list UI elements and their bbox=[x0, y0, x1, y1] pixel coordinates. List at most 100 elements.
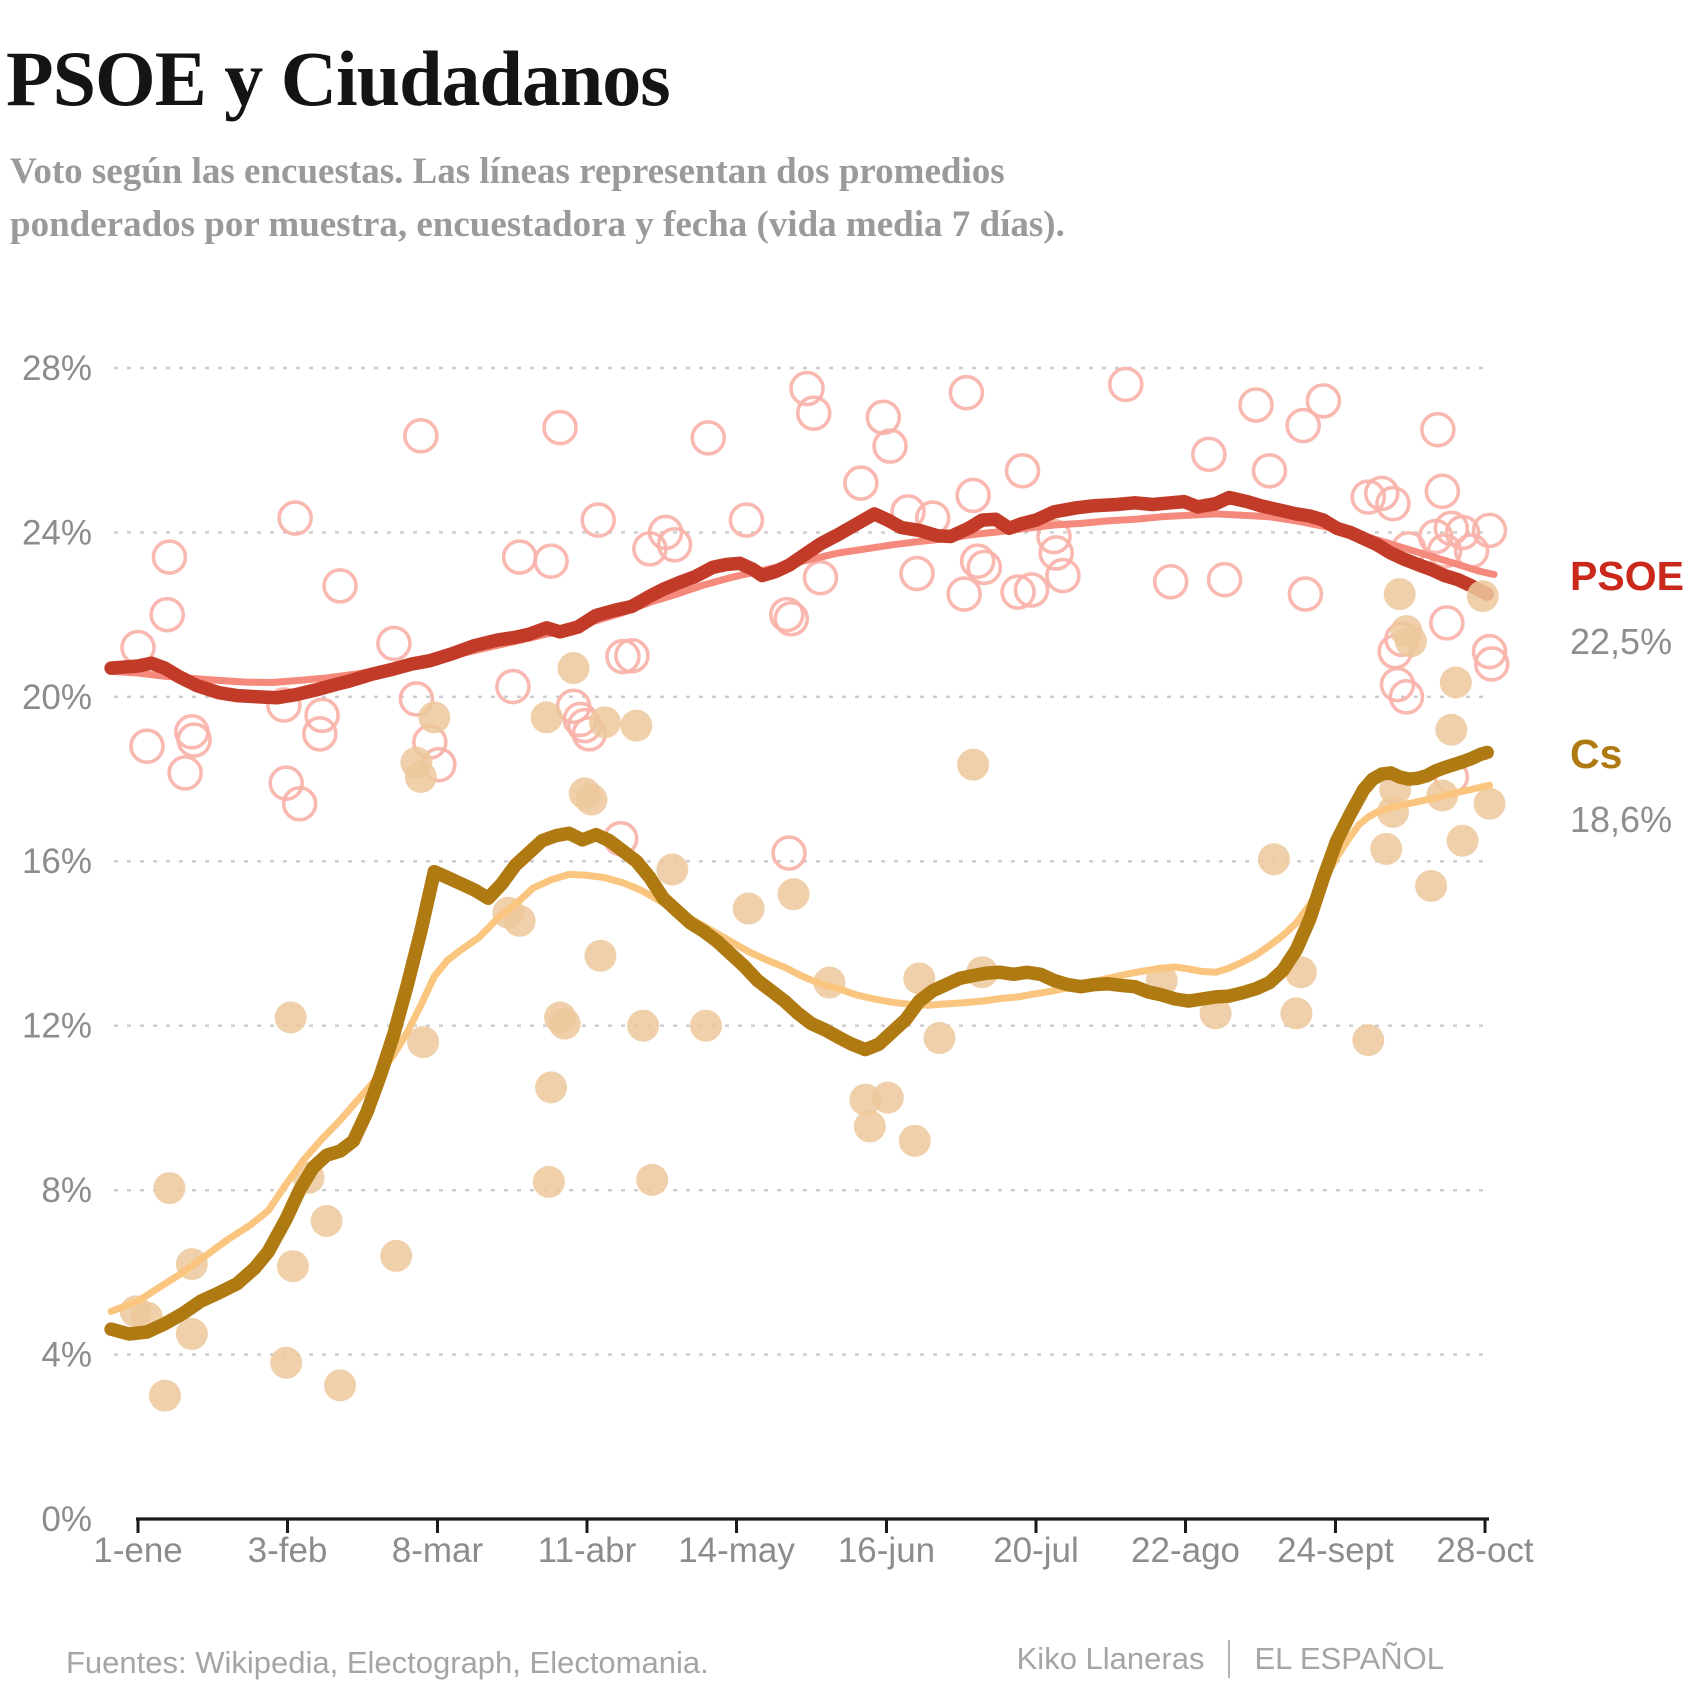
cs-poll-point bbox=[324, 1369, 357, 1402]
psoe-series-label: PSOE bbox=[1570, 553, 1684, 599]
cs-series-label: Cs bbox=[1570, 731, 1623, 777]
cs-poll-point bbox=[1435, 713, 1468, 746]
cs-poll-points bbox=[119, 578, 1506, 1412]
cs-poll-point bbox=[380, 1239, 413, 1272]
y-tick-label: 4% bbox=[41, 1335, 92, 1374]
cs-poll-point bbox=[1352, 1024, 1385, 1057]
psoe-poll-point bbox=[176, 722, 212, 758]
psoe-poll-point bbox=[322, 568, 358, 604]
y-tick-label: 16% bbox=[22, 842, 92, 881]
cs-poll-point bbox=[871, 1081, 904, 1114]
psoe-poll-point bbox=[129, 728, 165, 764]
x-tick-label: 14-may bbox=[678, 1531, 795, 1570]
psoe-poll-point bbox=[149, 596, 185, 633]
subtitle-line-1: Voto según las encuestas. Las líneas rep… bbox=[10, 151, 1005, 192]
psoe-poll-point bbox=[495, 668, 531, 705]
sources-note: Fuentes: Wikipedia, Electograph, Electom… bbox=[66, 1645, 709, 1680]
psoe-poll-point bbox=[1038, 535, 1075, 571]
psoe-poll-point bbox=[167, 755, 203, 791]
psoe-poll-point bbox=[1004, 452, 1041, 489]
psoe-poll-point bbox=[398, 681, 435, 717]
cs-poll-point bbox=[1199, 997, 1232, 1030]
psoe-poll-point bbox=[1036, 518, 1072, 555]
cs-poll-point bbox=[175, 1318, 208, 1351]
cs-poll-point bbox=[903, 962, 936, 995]
cs-poll-point bbox=[1466, 580, 1499, 613]
cs-poll-point bbox=[898, 1124, 931, 1157]
psoe-poll-point bbox=[542, 409, 578, 446]
psoe-poll-point bbox=[899, 555, 935, 592]
psoe-poll-point bbox=[1388, 679, 1425, 715]
psoe-poll-point bbox=[1471, 512, 1508, 549]
psoe-poll-point bbox=[304, 697, 340, 734]
x-tick-label: 22-ago bbox=[1131, 1531, 1240, 1570]
y-tick-label: 8% bbox=[41, 1171, 92, 1210]
cs-average-line bbox=[104, 745, 1494, 1341]
cs-poll-point bbox=[853, 1110, 886, 1143]
y-tick-label: 24% bbox=[22, 513, 92, 552]
credits: Kiko Llaneras EL ESPAÑOL bbox=[1017, 1640, 1444, 1678]
cs-poll-point bbox=[1383, 578, 1416, 611]
cs-poll-point bbox=[535, 1071, 568, 1104]
psoe-trend-line bbox=[107, 510, 1498, 686]
psoe-poll-point bbox=[1251, 452, 1288, 489]
cs-poll-point bbox=[407, 1026, 440, 1059]
cs-poll-point bbox=[557, 652, 590, 685]
x-tick-label: 28-oct bbox=[1436, 1531, 1534, 1570]
cs-poll-point bbox=[575, 783, 608, 816]
cs-poll-point bbox=[732, 892, 765, 925]
cs-poll-point bbox=[404, 761, 437, 794]
psoe-poll-point bbox=[795, 395, 832, 432]
psoe-poll-point bbox=[728, 502, 765, 538]
psoe-poll-point bbox=[773, 600, 810, 637]
cs-poll-point bbox=[1370, 832, 1403, 865]
psoe-poll-point bbox=[1045, 557, 1081, 594]
psoe-poll-point bbox=[266, 687, 302, 723]
author-credit: Kiko Llaneras bbox=[1016, 1641, 1205, 1676]
x-tick-label: 20-jul bbox=[993, 1531, 1079, 1570]
brand-credit: EL ESPAÑOL bbox=[1254, 1641, 1444, 1676]
cs-poll-point bbox=[656, 853, 689, 886]
psoe-poll-point bbox=[1350, 479, 1387, 515]
cs-series-value: 18,6% bbox=[1570, 799, 1673, 840]
cs-poll-point bbox=[1394, 625, 1427, 658]
cs-poll-point bbox=[153, 1172, 186, 1205]
cs-poll-point bbox=[584, 939, 617, 972]
cs-poll-point bbox=[276, 1250, 309, 1283]
psoe-poll-point bbox=[1238, 387, 1274, 423]
cs-poll-point bbox=[532, 1165, 565, 1198]
x-tick-label: 8-mar bbox=[392, 1531, 484, 1570]
y-tick-label: 20% bbox=[22, 678, 92, 717]
x-axis: 1-ene 3-feb 8-mar 11-abr 14-may 16-jun 20-jul 2… bbox=[93, 1517, 1534, 1570]
psoe-poll-point bbox=[268, 765, 304, 801]
psoe-poll-point bbox=[1426, 533, 1463, 569]
cs-poll-point bbox=[923, 1022, 956, 1055]
page-title: PSOE y Ciudadanos bbox=[6, 35, 671, 122]
psoe-poll-point bbox=[1108, 366, 1144, 403]
psoe-poll-point bbox=[302, 716, 338, 752]
x-tick-label: 11-abr bbox=[538, 1531, 637, 1570]
psoe-poll-point bbox=[843, 465, 879, 501]
cs-poll-point bbox=[1446, 824, 1479, 857]
cs-poll-point bbox=[689, 1009, 722, 1042]
psoe-poll-points bbox=[120, 366, 1510, 871]
psoe-poll-point bbox=[1287, 576, 1324, 612]
psoe-poll-point bbox=[1013, 572, 1050, 608]
psoe-poll-point bbox=[789, 370, 825, 407]
x-tick-label: 16-jun bbox=[838, 1531, 935, 1570]
psoe-poll-point bbox=[1471, 633, 1508, 670]
cs-poll-point bbox=[957, 748, 990, 781]
cs-poll-point bbox=[544, 1001, 577, 1034]
psoe-poll-point bbox=[1375, 485, 1411, 522]
psoe-poll-point bbox=[1206, 561, 1243, 598]
chart-subtitle: Voto según las encuestas. Las líneas rep… bbox=[10, 146, 1065, 252]
x-tick-label: 24-sept bbox=[1277, 1531, 1394, 1570]
cs-poll-point bbox=[148, 1379, 181, 1412]
psoe-poll-point bbox=[632, 531, 668, 567]
psoe-poll-point bbox=[1429, 605, 1465, 641]
psoe-poll-point bbox=[151, 539, 188, 575]
psoe-poll-point bbox=[771, 835, 807, 871]
y-axis-labels: 0% 4% 8% 12% 16% 20% 24% 28% bbox=[22, 349, 92, 1539]
credit-divider bbox=[1228, 1640, 1231, 1678]
